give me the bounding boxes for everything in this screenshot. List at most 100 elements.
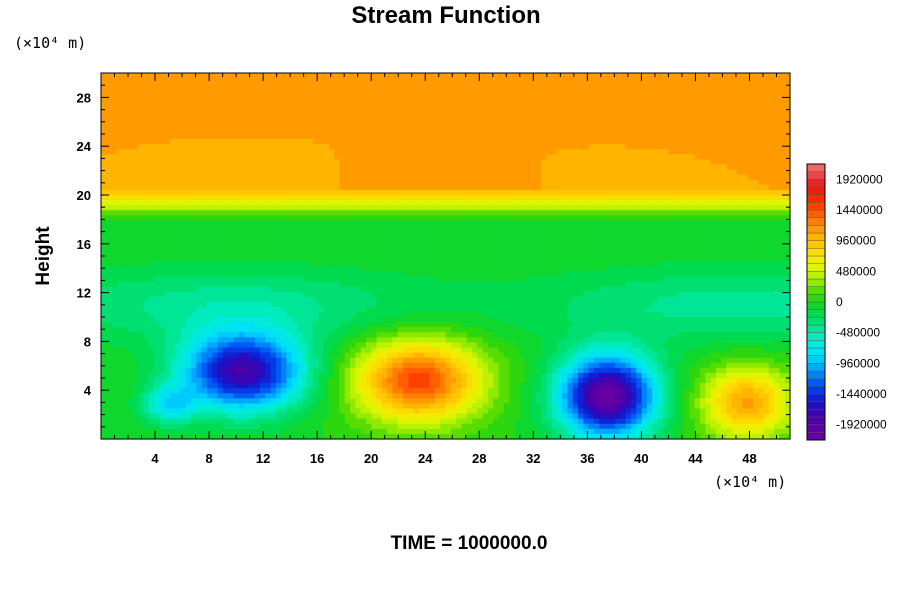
field-cell	[615, 103, 621, 110]
field-cell	[609, 88, 616, 94]
field-cell	[355, 256, 362, 262]
field-cell	[763, 235, 770, 242]
field-cell	[429, 78, 436, 84]
field-cell	[646, 225, 653, 232]
field-cell	[122, 215, 129, 222]
field-cell	[403, 240, 409, 247]
field-cell	[127, 93, 134, 100]
field-cell	[551, 113, 558, 120]
field-cell	[445, 118, 452, 125]
field-cell	[387, 118, 394, 125]
field-cell	[673, 73, 680, 79]
field-cell	[244, 205, 250, 211]
field-cell	[493, 256, 500, 262]
field-cell	[355, 235, 362, 242]
field-cell	[275, 159, 282, 166]
field-cell	[360, 210, 367, 216]
field-cell	[593, 108, 600, 115]
field-cell	[302, 189, 309, 196]
field-cell	[387, 174, 394, 181]
field-cell	[371, 250, 378, 257]
field-cell	[392, 174, 399, 181]
field-cell	[774, 108, 780, 115]
field-cell	[514, 139, 521, 145]
field-cell	[413, 184, 420, 191]
field-cell	[371, 103, 378, 110]
field-cell	[593, 250, 600, 257]
field-cell	[684, 103, 690, 110]
field-cell	[493, 73, 500, 79]
field-cell	[742, 78, 749, 84]
field-cell	[461, 98, 468, 105]
field-cell	[387, 184, 394, 191]
field-cell	[328, 256, 335, 262]
field-cell	[726, 184, 733, 191]
field-cell	[270, 164, 277, 171]
field-cell	[196, 108, 203, 115]
field-cell	[487, 250, 494, 257]
field-cell	[376, 118, 383, 125]
field-cell	[387, 154, 394, 161]
field-cell	[191, 200, 197, 206]
field-cell	[482, 225, 489, 232]
field-cell	[408, 149, 415, 155]
field-cell	[260, 98, 266, 105]
field-cell	[737, 93, 743, 100]
field-cell	[355, 123, 362, 130]
field-cell	[583, 250, 590, 257]
field-cell	[535, 220, 542, 227]
field-cell	[572, 215, 579, 222]
field-cell	[572, 174, 579, 181]
field-cell	[366, 88, 372, 94]
field-cell	[222, 179, 229, 186]
field-cell	[360, 174, 367, 181]
field-cell	[185, 164, 192, 171]
field-cell	[519, 93, 526, 100]
field-cell	[445, 184, 452, 191]
field-cell	[519, 149, 526, 155]
field-cell	[763, 205, 770, 211]
field-cell	[328, 123, 335, 130]
field-cell	[726, 261, 733, 267]
field-cell	[445, 149, 452, 155]
field-cell	[551, 220, 558, 227]
field-cell	[609, 164, 616, 171]
field-cell	[233, 235, 240, 242]
field-cell	[265, 128, 272, 135]
field-cell	[419, 108, 425, 115]
field-cell	[434, 179, 441, 186]
field-cell	[217, 73, 224, 79]
field-cell	[419, 220, 425, 227]
field-cell	[763, 200, 770, 206]
field-cell	[631, 149, 637, 155]
field-cell	[185, 103, 192, 110]
field-cell	[774, 174, 780, 181]
field-cell	[715, 159, 722, 166]
field-cell	[758, 139, 765, 145]
field-cell	[763, 240, 770, 247]
field-cell	[212, 205, 219, 211]
field-cell	[715, 128, 722, 135]
field-cell	[657, 83, 664, 89]
field-cell	[286, 184, 293, 191]
field-cell	[567, 220, 574, 227]
field-cell	[260, 113, 266, 120]
field-cell	[281, 154, 288, 161]
field-cell	[631, 139, 637, 145]
field-cell	[424, 108, 431, 115]
field-cell	[101, 250, 107, 257]
field-cell	[339, 245, 346, 252]
field-cell	[440, 240, 447, 247]
field-cell	[143, 184, 150, 191]
field-cell	[350, 139, 356, 145]
field-cell	[461, 240, 468, 247]
field-cell	[456, 179, 462, 186]
field-cell	[461, 118, 468, 125]
field-cell	[450, 250, 457, 257]
field-cell	[514, 235, 521, 242]
field-cell	[148, 235, 155, 242]
field-cell	[768, 184, 775, 191]
field-cell	[143, 159, 150, 166]
field-cell	[381, 139, 388, 145]
field-cell	[519, 195, 526, 201]
